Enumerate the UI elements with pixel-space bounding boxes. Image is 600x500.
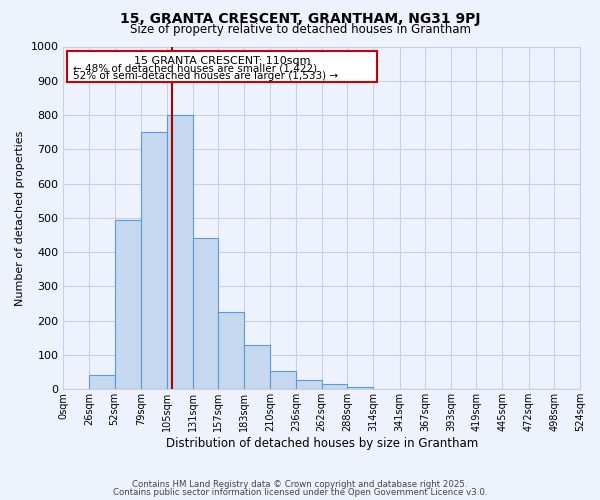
Bar (141, 132, 167, 390)
Bar (67, 50, 377, 82)
Text: 15 GRANTA CRESCENT: 110sqm: 15 GRANTA CRESCENT: 110sqm (134, 56, 310, 66)
Bar (167, 115, 193, 390)
Text: Contains public sector information licensed under the Open Government Licence v3: Contains public sector information licen… (113, 488, 487, 497)
X-axis label: Distribution of detached houses by size in Grantham: Distribution of detached houses by size … (166, 437, 478, 450)
Bar (115, 220, 141, 390)
Bar (218, 312, 244, 390)
Bar (271, 372, 296, 390)
Text: 15, GRANTA CRESCENT, GRANTHAM, NG31 9PJ: 15, GRANTA CRESCENT, GRANTHAM, NG31 9PJ (120, 12, 480, 26)
Bar (373, 388, 400, 390)
Text: ← 48% of detached houses are smaller (1,422): ← 48% of detached houses are smaller (1,… (73, 64, 317, 74)
Text: Size of property relative to detached houses in Grantham: Size of property relative to detached ho… (130, 22, 470, 36)
Text: Contains HM Land Registry data © Crown copyright and database right 2025.: Contains HM Land Registry data © Crown c… (132, 480, 468, 489)
Bar (347, 386, 373, 390)
Bar (296, 380, 322, 390)
Bar (193, 238, 218, 390)
Bar (89, 375, 115, 390)
Y-axis label: Number of detached properties: Number of detached properties (15, 130, 25, 306)
Text: 52% of semi-detached houses are larger (1,533) →: 52% of semi-detached houses are larger (… (73, 71, 338, 81)
Bar (244, 346, 271, 390)
Bar (322, 384, 347, 390)
